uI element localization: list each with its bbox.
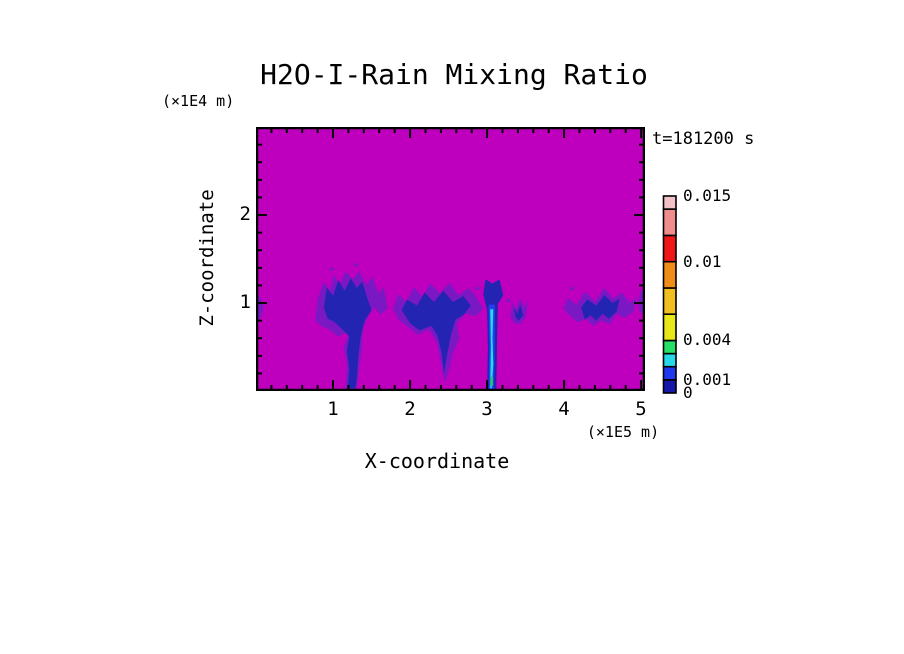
colorbar-label-0: 0 — [683, 383, 693, 402]
colorbar-label-0.015: 0.015 — [683, 186, 732, 205]
colorbar — [662, 195, 677, 394]
chart-title: H2O-I-Rain Mixing Ratio — [260, 58, 648, 91]
colorbar-segment — [662, 365, 677, 381]
x-tick-label-5: 5 — [635, 398, 647, 420]
colorbar-segment — [662, 287, 677, 316]
z-axis-title: Z-coordinate — [196, 189, 218, 327]
rain-feature-rainshaft-green-core — [490, 376, 493, 386]
rain-speckle — [506, 299, 511, 303]
x-tick-label-3: 3 — [481, 398, 493, 420]
plot-border — [256, 127, 645, 391]
rain-speckle — [354, 263, 359, 267]
colorbar-label-0.01: 0.01 — [683, 252, 722, 271]
rain-speckle — [329, 267, 334, 271]
colorbar-segment — [662, 313, 677, 342]
x-tick-label-1: 1 — [327, 398, 339, 420]
rain-feature-storm2-core — [401, 290, 471, 374]
time-annotation: t=181200 s — [652, 129, 755, 149]
rain-speckle — [475, 286, 480, 290]
colorbar-segment — [662, 339, 677, 355]
x-axis-title: X-coordinate — [364, 449, 510, 473]
rain-speckle — [569, 286, 574, 290]
colorbar-segment — [662, 379, 677, 394]
colorbar-segment — [662, 195, 677, 210]
z-tick-label-1: 1 — [239, 291, 251, 313]
rain-feature-rainshaft-cyan-core — [490, 309, 494, 389]
colorbar-segment — [662, 352, 677, 368]
x-tick-label-2: 2 — [404, 398, 416, 420]
colorbar-segment — [662, 260, 677, 289]
rain-feature-patch-core — [514, 304, 524, 321]
colorbar-segment — [662, 208, 677, 237]
colorbar-label-0.001: 0.001 — [683, 370, 732, 389]
colorbar-segment — [662, 234, 677, 263]
rain-feature-storm3-core — [581, 295, 620, 321]
z-axis-unit-label: (×1E4 m) — [162, 92, 235, 110]
x-tick-label-4: 4 — [558, 398, 570, 420]
z-tick-label-2: 2 — [239, 203, 251, 225]
rain-speckle — [471, 294, 476, 297]
heatmap-plot-area — [256, 127, 645, 391]
rain-feature-storm1-core — [323, 278, 372, 389]
colorbar-label-0.004: 0.004 — [683, 330, 732, 349]
x-axis-unit-label: (×1E5 m) — [586, 423, 660, 441]
